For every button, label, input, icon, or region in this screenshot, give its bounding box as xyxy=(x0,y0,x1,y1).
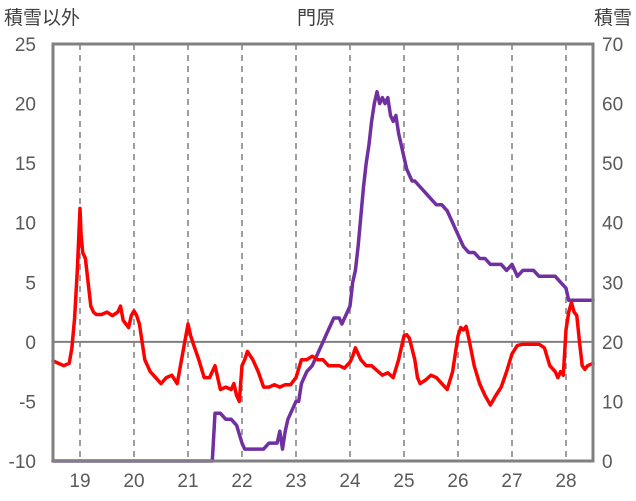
left-tick-label: 25 xyxy=(15,35,36,56)
x-tick-label: 22 xyxy=(231,471,252,492)
x-tick-label: 21 xyxy=(177,471,198,492)
left-tick-label: 20 xyxy=(15,95,36,116)
series-line-snow xyxy=(51,89,595,463)
x-tick-label: 28 xyxy=(555,471,576,492)
left-axis-label: 積雪以外 xyxy=(4,7,80,29)
right-tick-label: 60 xyxy=(602,95,623,116)
left-tick-label: 10 xyxy=(15,214,36,235)
x-tick-label: 25 xyxy=(393,471,414,492)
x-tick-label: 23 xyxy=(285,471,306,492)
series-line-other xyxy=(51,206,595,407)
left-tick-label: 0 xyxy=(25,333,36,354)
plot-area-border xyxy=(51,42,595,463)
x-tick-label: 24 xyxy=(339,471,361,492)
grid-lines xyxy=(53,44,593,461)
x-tick-label: 19 xyxy=(69,471,90,492)
right-tick-label: 20 xyxy=(602,333,623,354)
left-tick-label: -5 xyxy=(19,392,36,413)
right-tick-label: 50 xyxy=(602,154,623,175)
x-tick-label: 20 xyxy=(123,471,144,492)
right-tick-label: 0 xyxy=(602,452,613,473)
right-tick-label: 10 xyxy=(602,392,623,413)
chart-title: 門原 xyxy=(297,7,335,29)
tick-labels: -10 -5 0 5 10 15 20 25 0 10 20 30 40 50 60 70 19 20 21 22 23… xyxy=(9,35,624,492)
left-tick-label: 15 xyxy=(15,154,36,175)
right-axis-label: 積雪 xyxy=(594,7,632,29)
x-tick-label: 27 xyxy=(501,471,522,492)
x-tick-label: 26 xyxy=(447,471,468,492)
right-tick-label: 40 xyxy=(602,214,623,235)
right-tick-label: 30 xyxy=(602,273,623,294)
left-tick-label: 5 xyxy=(25,273,36,294)
series-layer xyxy=(51,89,595,463)
left-tick-label: -10 xyxy=(9,452,36,473)
right-tick-label: 70 xyxy=(602,35,623,56)
